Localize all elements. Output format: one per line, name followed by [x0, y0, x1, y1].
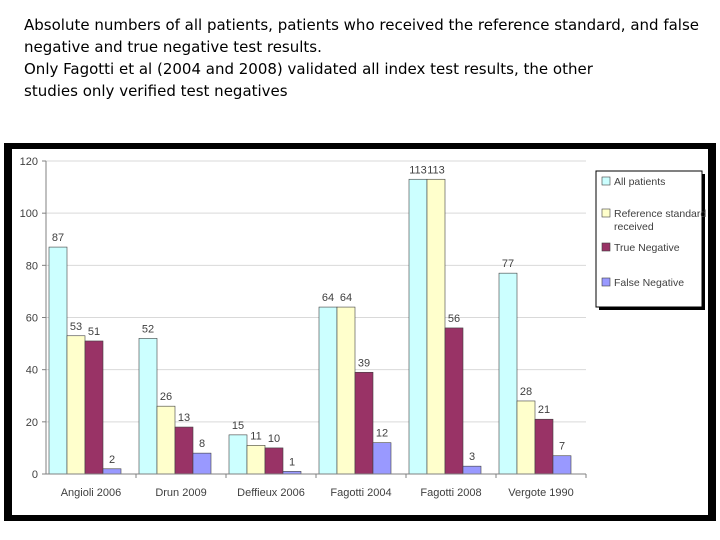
bar: [318, 306, 338, 475]
caption-line-4: studies only verified test negatives: [24, 82, 288, 100]
data-label: 113: [427, 164, 445, 176]
legend-label: Reference standard: [614, 208, 706, 220]
bar: [174, 426, 194, 475]
bar: [246, 445, 266, 475]
legend-swatch: [601, 176, 611, 186]
x-tick-label: Fagotti 2004: [330, 487, 391, 499]
legend-label-cont: received: [614, 221, 654, 233]
data-label: 28: [520, 386, 532, 398]
chart-panel: 87 53 51 2 52 26 13 8 15 11 10 1 64 64 39 12 113 113 56 3 77…: [12, 149, 708, 515]
bar: [192, 452, 212, 475]
data-label: 113: [409, 164, 427, 176]
data-label: 39: [358, 357, 370, 369]
bar: [354, 371, 374, 475]
bar: [498, 272, 518, 475]
data-label: 21: [538, 404, 550, 416]
bar: [372, 442, 392, 475]
data-label: 51: [88, 326, 100, 338]
caption-line-3: Only Fagotti et al (2004 and 2008) valid…: [24, 60, 593, 78]
chart-caption: Absolute numbers of all patients, patien…: [24, 14, 704, 102]
y-tick-label: 100: [20, 208, 38, 220]
y-tick-label: 60: [26, 313, 38, 325]
axis-layer: 0 20 40 60 80 100 120 Angioli 2006 Drun 2009 Deff…: [20, 156, 587, 499]
legend-swatch: [601, 242, 611, 252]
bar: [408, 178, 428, 475]
x-tick-label: Drun 2009: [155, 487, 206, 499]
bar: [336, 306, 356, 475]
legend-swatch: [601, 277, 611, 287]
bar: [228, 434, 248, 475]
bar: [138, 338, 158, 475]
data-label: 8: [199, 438, 205, 450]
bar: [534, 418, 554, 475]
legend-label: True Negative: [614, 242, 680, 254]
bar: [102, 468, 122, 475]
y-tick-label: 20: [26, 417, 38, 429]
bar: [444, 327, 464, 475]
data-label: 13: [178, 412, 190, 424]
grid-layer: [46, 160, 586, 423]
data-label: 77: [502, 258, 514, 270]
data-label: 11: [250, 430, 261, 442]
bar: [426, 178, 446, 475]
chart-frame: 87 53 51 2 52 26 13 8 15 11 10 1 64 64 39 12 113 113 56 3 77…: [4, 143, 716, 521]
legend-swatch: [601, 208, 611, 218]
bar: [462, 465, 482, 475]
data-label: 26: [160, 391, 172, 403]
data-label: 2: [109, 454, 115, 466]
data-label: 87: [52, 232, 64, 244]
data-label: 3: [469, 451, 475, 463]
bar: [552, 455, 572, 475]
legend-box: [595, 170, 703, 308]
data-label: 10: [268, 433, 280, 445]
bar: [66, 335, 86, 475]
data-label: 52: [142, 323, 154, 335]
data-label: 12: [376, 428, 388, 440]
bar: [84, 340, 104, 475]
y-tick-label: 0: [32, 469, 38, 481]
legend-label: False Negative: [614, 277, 684, 289]
bar: [48, 246, 68, 475]
bar: [156, 405, 176, 475]
caption-line-1: Absolute numbers of all patients, patien…: [24, 16, 700, 34]
data-label: 7: [559, 441, 565, 453]
data-label: 15: [232, 420, 244, 432]
y-tick-label: 80: [26, 260, 38, 272]
caption-line-2: negative and true negative test results.: [24, 38, 322, 56]
bar: [264, 447, 284, 475]
x-tick-label: Fagotti 2008: [420, 487, 481, 499]
data-label: 1: [289, 456, 295, 468]
x-tick-label: Deffieux 2006: [237, 487, 305, 499]
data-label: 53: [70, 321, 82, 333]
legend-label: All patients: [614, 176, 665, 188]
x-tick-label: Vergote 1990: [508, 487, 573, 499]
data-label: 64: [340, 292, 352, 304]
bar: [516, 400, 536, 475]
y-tick-label: 120: [20, 156, 38, 168]
data-label: 64: [322, 292, 334, 304]
data-label: 56: [448, 313, 460, 325]
y-tick-label: 40: [26, 365, 38, 377]
x-tick-label: Angioli 2006: [61, 487, 122, 499]
